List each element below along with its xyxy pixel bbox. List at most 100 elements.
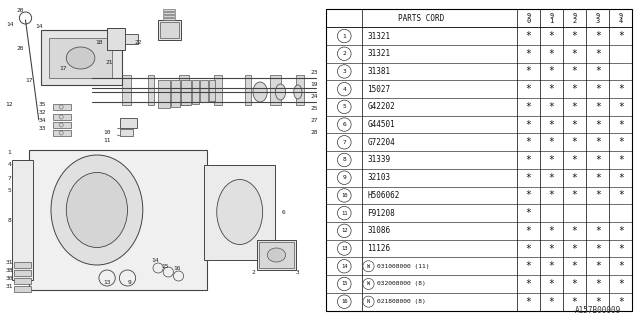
- Text: *: *: [525, 261, 531, 271]
- Text: 3: 3: [296, 269, 300, 275]
- Text: 35: 35: [39, 102, 47, 108]
- Text: 31086: 31086: [367, 226, 390, 235]
- Text: *: *: [525, 31, 531, 41]
- Text: *: *: [595, 120, 601, 130]
- Bar: [160, 22, 179, 38]
- Circle shape: [337, 224, 351, 237]
- Text: *: *: [525, 226, 531, 236]
- Bar: [296, 75, 304, 105]
- Text: 23: 23: [310, 69, 318, 75]
- Text: 11: 11: [103, 138, 111, 142]
- Text: 9: 9: [342, 175, 346, 180]
- Circle shape: [337, 295, 351, 308]
- Text: 32: 32: [39, 110, 47, 116]
- Text: G44501: G44501: [367, 120, 395, 129]
- Ellipse shape: [67, 172, 127, 247]
- Ellipse shape: [217, 180, 262, 244]
- Text: *: *: [525, 49, 531, 59]
- Text: 8: 8: [7, 218, 11, 222]
- Text: *: *: [618, 297, 624, 307]
- Text: *: *: [548, 244, 554, 253]
- Text: *: *: [572, 261, 577, 271]
- Text: 2: 2: [251, 269, 255, 275]
- Text: 32103: 32103: [367, 173, 390, 182]
- Bar: [49, 38, 112, 78]
- Text: *: *: [595, 84, 601, 94]
- Text: 17: 17: [60, 66, 67, 70]
- Text: 31339: 31339: [367, 156, 390, 164]
- Text: 8: 8: [342, 157, 346, 163]
- Text: 15027: 15027: [367, 85, 390, 94]
- Text: 15: 15: [161, 263, 169, 268]
- Text: PARTS CORD: PARTS CORD: [399, 14, 445, 23]
- Text: 33: 33: [39, 126, 47, 132]
- Text: *: *: [572, 244, 577, 253]
- Ellipse shape: [268, 248, 285, 262]
- Text: 4: 4: [7, 163, 11, 167]
- Text: W: W: [367, 264, 370, 269]
- Text: W: W: [367, 282, 370, 286]
- Text: *: *: [572, 84, 577, 94]
- Text: *: *: [595, 297, 601, 307]
- Text: *: *: [618, 155, 624, 165]
- Text: *: *: [618, 137, 624, 147]
- Text: *: *: [548, 173, 554, 183]
- Bar: [163, 14, 175, 17]
- Text: 31321: 31321: [367, 32, 390, 41]
- Text: *: *: [572, 31, 577, 41]
- Text: *: *: [595, 155, 601, 165]
- Bar: [14, 278, 31, 284]
- Text: *: *: [572, 173, 577, 183]
- Text: 14: 14: [35, 23, 42, 28]
- Text: 38: 38: [5, 268, 13, 273]
- Text: 30: 30: [5, 276, 13, 281]
- Bar: [120, 118, 137, 128]
- Text: 31: 31: [5, 260, 13, 265]
- Bar: [29, 150, 207, 290]
- Text: 19: 19: [310, 82, 318, 86]
- Text: 22: 22: [135, 39, 143, 44]
- Text: 10: 10: [103, 130, 111, 134]
- Text: 14: 14: [6, 21, 14, 27]
- Text: 16: 16: [341, 299, 348, 304]
- Text: F91208: F91208: [367, 209, 395, 218]
- Text: *: *: [618, 279, 624, 289]
- Text: *: *: [548, 297, 554, 307]
- Text: *: *: [618, 261, 624, 271]
- Circle shape: [363, 261, 374, 272]
- Text: *: *: [572, 190, 577, 200]
- Text: *: *: [572, 102, 577, 112]
- Bar: [163, 12, 175, 14]
- Text: 9: 9: [596, 13, 600, 19]
- Text: 021808000 (8): 021808000 (8): [377, 299, 426, 304]
- Text: 21: 21: [106, 60, 113, 65]
- Bar: [53, 104, 72, 110]
- Bar: [192, 80, 199, 103]
- Text: *: *: [618, 173, 624, 183]
- Text: H506062: H506062: [367, 191, 399, 200]
- Bar: [163, 9, 175, 11]
- Text: *: *: [525, 173, 531, 183]
- Text: 7: 7: [342, 140, 346, 145]
- Text: G72204: G72204: [367, 138, 395, 147]
- Text: *: *: [572, 137, 577, 147]
- Text: *: *: [618, 84, 624, 94]
- Text: 20: 20: [17, 45, 24, 51]
- Text: 9: 9: [549, 13, 554, 19]
- Bar: [125, 34, 138, 44]
- Text: 17: 17: [25, 77, 32, 83]
- Text: 1: 1: [342, 34, 346, 38]
- Text: 12: 12: [5, 102, 13, 108]
- Text: *: *: [595, 137, 601, 147]
- Circle shape: [337, 171, 351, 184]
- Text: *: *: [618, 190, 624, 200]
- Bar: [53, 122, 72, 128]
- Text: *: *: [548, 279, 554, 289]
- Text: *: *: [525, 84, 531, 94]
- Text: G42202: G42202: [367, 102, 395, 111]
- Text: 13: 13: [103, 279, 111, 284]
- Bar: [200, 80, 208, 102]
- Text: *: *: [548, 49, 554, 59]
- Circle shape: [337, 118, 351, 131]
- Text: 0: 0: [526, 18, 531, 24]
